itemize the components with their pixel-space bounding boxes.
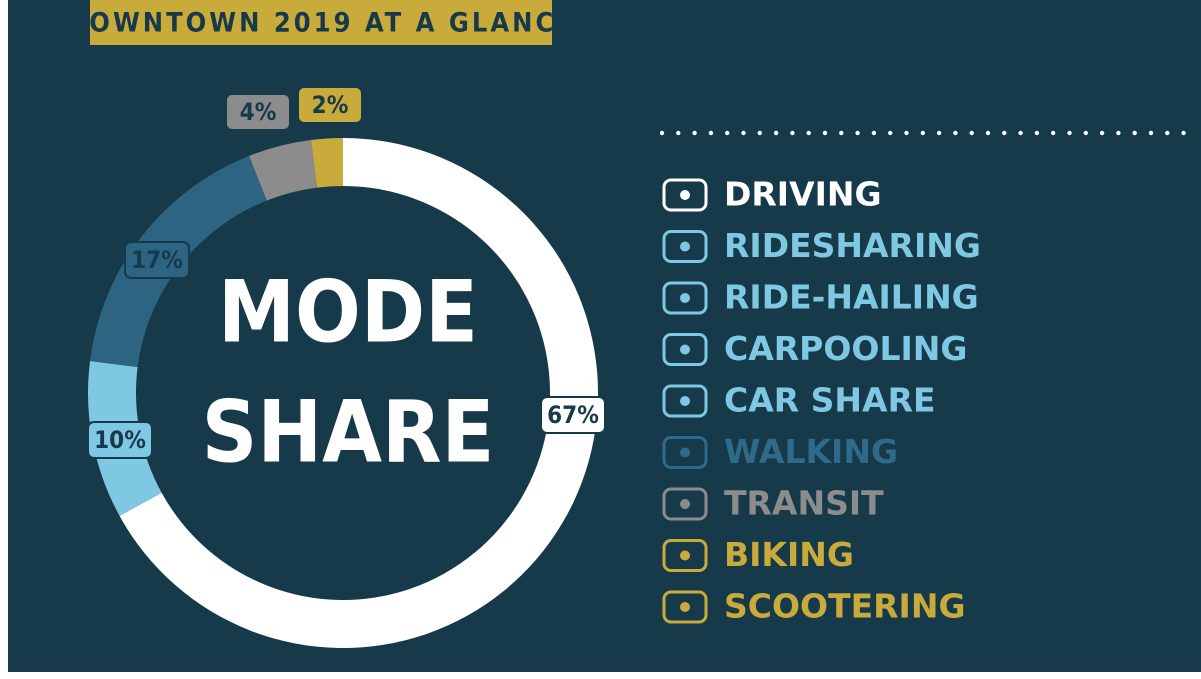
- legend-icon: [662, 230, 708, 263]
- legend-label: RIDESHARING: [724, 226, 981, 265]
- legend-label: BIKING: [724, 535, 854, 574]
- divider-dot: [741, 130, 746, 136]
- divider-dot: [1099, 130, 1105, 136]
- divider-dot: [659, 130, 665, 136]
- value-label: 2%: [312, 91, 349, 119]
- legend-icon-dot: [680, 293, 690, 303]
- legend-icon-dot: [680, 499, 690, 509]
- divider-dot: [904, 130, 909, 136]
- divider-dot: [1034, 130, 1040, 136]
- divider-dot: [888, 130, 893, 136]
- value-label-badge: [297, 86, 363, 124]
- divider-dot: [1116, 130, 1121, 136]
- divider-dot: [790, 130, 795, 136]
- legend-label: CAR SHARE: [724, 381, 936, 420]
- legend-icon-dot: [680, 190, 690, 200]
- divider-dot: [757, 130, 762, 136]
- center-label: SHARE: [202, 382, 495, 482]
- value-label-badge: [124, 241, 190, 279]
- legend-icon: [662, 281, 708, 315]
- legend-icon: [662, 333, 708, 366]
- center-label: MODE: [218, 262, 478, 362]
- divider-dot: [1051, 130, 1056, 136]
- value-label: 4%: [240, 98, 277, 126]
- divider-dot: [725, 130, 730, 136]
- divider-dot: [985, 130, 991, 136]
- value-label: 10%: [94, 426, 146, 454]
- divider-dot: [1132, 130, 1137, 136]
- divider-dot: [1165, 130, 1170, 136]
- value-label-badge: [87, 421, 153, 459]
- divider-dot: [969, 130, 974, 136]
- legend-label: SCOOTERING: [724, 587, 966, 626]
- legend-label: CARPOOLING: [724, 329, 967, 368]
- value-label-badge: [540, 396, 606, 434]
- title-box: [90, 0, 552, 45]
- divider-dot: [676, 130, 681, 136]
- divider-dot: [855, 130, 860, 136]
- legend-label: WALKING: [724, 432, 898, 471]
- value-label: 67%: [547, 401, 599, 429]
- legend-icon: [662, 436, 708, 469]
- chart-title: DOWNTOWN 2019 AT A GLANCE: [66, 8, 576, 39]
- legend-icon-dot: [680, 447, 690, 458]
- legend-label: DRIVING: [724, 175, 882, 214]
- divider-dot: [773, 130, 779, 136]
- divider-dot: [822, 130, 828, 136]
- legend-icon: [662, 590, 708, 624]
- divider-dot: [708, 130, 714, 136]
- divider-dot: [839, 130, 844, 136]
- legend-icon: [662, 178, 708, 212]
- legend-icon: [662, 539, 708, 572]
- value-label: 17%: [131, 246, 183, 274]
- legend-icon-dot: [680, 241, 690, 252]
- donut-segment: [249, 140, 318, 201]
- divider-dot: [806, 130, 811, 136]
- legend-icon: [662, 487, 708, 521]
- value-label-badge: [225, 93, 291, 131]
- divider-dot: [692, 130, 697, 136]
- divider-dot: [1002, 130, 1007, 136]
- legend-icon-dot: [680, 396, 690, 406]
- divider-dot: [1067, 130, 1072, 136]
- divider-dot: [1148, 130, 1154, 136]
- divider-dot: [1083, 130, 1089, 136]
- divider-dot: [936, 130, 942, 136]
- divider-dot: [953, 130, 958, 136]
- divider-dot: [920, 130, 925, 136]
- divider-dot: [1018, 130, 1023, 136]
- legend-icon: [662, 384, 708, 418]
- legend-icon-dot: [680, 602, 690, 612]
- divider-dot: [1181, 130, 1186, 136]
- legend-icon-dot: [680, 550, 690, 561]
- legend-label: TRANSIT: [724, 484, 884, 523]
- donut-segment: [311, 138, 343, 188]
- legend-label: RIDE-HAILING: [724, 278, 979, 317]
- divider-dot: [871, 130, 877, 136]
- legend-icon-dot: [680, 344, 690, 355]
